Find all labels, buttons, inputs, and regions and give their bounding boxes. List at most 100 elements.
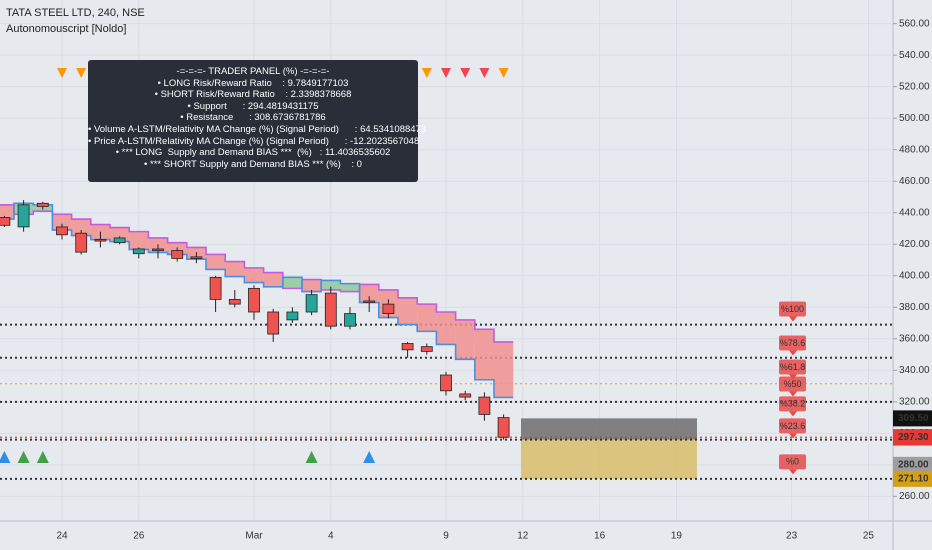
band-fill	[244, 267, 264, 283]
candle-body	[56, 226, 68, 236]
y-tick-label: 440.00	[899, 207, 930, 218]
band-fill	[206, 254, 226, 270]
sell-marker	[421, 68, 432, 78]
sell-marker	[479, 68, 490, 78]
fib-label: %78.6	[780, 338, 806, 348]
candle-body	[0, 217, 11, 226]
buy-marker	[36, 451, 49, 463]
candle-body	[382, 303, 395, 314]
fib-pointer	[789, 433, 797, 439]
candle-body	[497, 417, 510, 438]
y-tick-label: 480.00	[899, 144, 930, 155]
band-fill	[302, 279, 322, 292]
y-tick-label: 360.00	[899, 333, 930, 344]
trader-panel: -=-=-=- TRADER PANEL (%) -=-=-=- • LONG R…	[88, 60, 427, 182]
x-tick-label: 25	[863, 531, 875, 542]
buy-marker	[0, 451, 11, 463]
sell-marker	[460, 68, 471, 78]
band-fill	[494, 341, 514, 398]
panel-line: • Resistance : 308.6736781786	[180, 112, 326, 124]
fib-label: %23.6	[780, 421, 806, 431]
sell-marker	[57, 68, 67, 78]
fib-pointer	[789, 391, 797, 397]
band-fill	[417, 304, 437, 332]
x-tick-label: 24	[56, 531, 68, 542]
price-label: 271.10	[898, 474, 929, 485]
y-tick-label: 460.00	[899, 176, 930, 187]
buy-marker	[17, 451, 30, 463]
fib-bubble	[779, 454, 806, 470]
x-tick-label: 16	[594, 531, 606, 542]
candle-body	[478, 396, 491, 415]
fib-bubble	[779, 376, 806, 392]
candle-body	[17, 204, 30, 228]
fib-bubble	[779, 301, 806, 317]
panel-line: -=-=-=- TRADER PANEL (%) -=-=-=-	[176, 66, 330, 77]
price-label-bg	[893, 470, 932, 487]
sell-marker	[76, 68, 87, 78]
price-label-bg	[893, 429, 932, 446]
fib-bubble	[779, 418, 806, 434]
candle-body	[324, 292, 337, 327]
candle-body	[171, 250, 184, 259]
panel-line: • Volume A-LSTM/Relativity MA Change (%)…	[88, 123, 427, 135]
x-tick-label: Mar	[245, 531, 263, 542]
candle-body	[113, 237, 126, 244]
candle-body	[344, 313, 356, 327]
fib-label: %38.2	[780, 399, 806, 409]
band-fill	[263, 272, 283, 287]
fib-label: %0	[786, 457, 799, 467]
price-label: 309.50	[898, 413, 929, 424]
y-tick-label: 380.00	[899, 302, 930, 313]
candle-body	[305, 294, 318, 313]
candle-body	[440, 374, 452, 392]
band-line	[0, 202, 514, 399]
x-tick-label: 23	[786, 531, 798, 542]
panel-line: • Support : 294.4819431175	[187, 100, 319, 112]
price-label: 280.00	[898, 459, 929, 470]
fib-pointer	[789, 469, 797, 475]
fib-label: %50	[783, 379, 801, 389]
sell-marker	[498, 68, 509, 78]
fib-pointer	[789, 350, 797, 356]
panel-line: • SHORT Risk/Reward Ratio : 2.3398378668	[154, 89, 352, 101]
candle-body	[190, 256, 203, 259]
candle-body	[420, 346, 433, 352]
band-fill	[321, 280, 341, 290]
fib-label: %61.8	[780, 362, 806, 372]
x-tick-label: 26	[133, 531, 145, 542]
candle-body	[152, 248, 164, 251]
band-fill	[455, 319, 475, 360]
fib-label: %100	[781, 304, 804, 314]
price-label-bg	[893, 456, 932, 473]
panel-line: • *** SHORT Supply and Demand BIAS *** (…	[144, 158, 362, 170]
band-fill	[474, 329, 494, 380]
symbol: TATA STEEL LTD, 240, NSE	[6, 7, 145, 19]
y-tick-label: 340.00	[899, 365, 930, 376]
y-tick-label: 540.00	[899, 50, 930, 61]
fib-pointer	[789, 316, 797, 322]
buy-marker	[305, 451, 318, 463]
fib-bubble	[779, 396, 806, 412]
band-fill	[225, 261, 245, 277]
band-fill	[359, 284, 379, 303]
band-line	[0, 204, 514, 343]
buy-marker	[363, 451, 376, 463]
panel-line: • LONG Risk/Reward Ratio : 9.7849177103	[157, 77, 349, 89]
candle-body	[36, 202, 49, 207]
band-fill	[71, 219, 91, 236]
candle-body	[132, 248, 145, 255]
y-tick-label: 420.00	[899, 239, 930, 250]
x-tick-label: 4	[328, 531, 334, 542]
zone	[521, 418, 697, 440]
band-fill	[282, 277, 302, 289]
header: TATA STEEL LTD, 240, NSE Autonomouscript…	[6, 5, 145, 37]
y-tick-label: 560.00	[899, 18, 930, 29]
y-tick-label: 500.00	[899, 113, 930, 124]
candle-body	[363, 300, 376, 303]
candle-body	[401, 343, 414, 351]
y-tick-label: 260.00	[899, 491, 930, 502]
band-fill	[398, 297, 418, 325]
panel-line: • Price A-LSTM/Relativity MA Change (%) …	[88, 135, 420, 147]
fib-bubble	[779, 335, 806, 351]
